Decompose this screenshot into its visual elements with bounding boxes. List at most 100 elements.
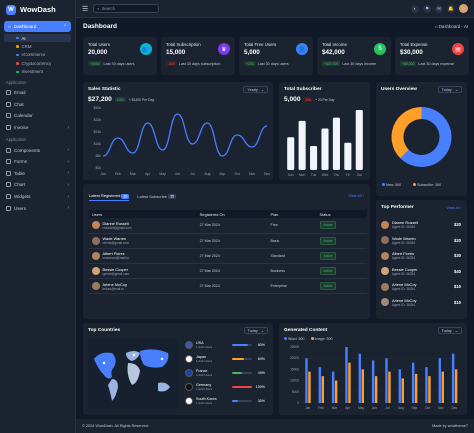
bar-word — [305, 358, 308, 403]
period-select[interactable]: Today ⌄ — [437, 327, 462, 334]
tab-latest-subscribe[interactable]: Latest Subscribe 35 — [137, 193, 176, 199]
x-tick-label: Apr — [145, 172, 151, 176]
latest-users-card: Latest Registered 35 Latest Subscribe 35… — [83, 184, 370, 319]
country-row[interactable]: USA 1,240 Users 80% — [185, 341, 265, 349]
copyright: © 2024 WowDash. All Rights Reserved. — [82, 424, 149, 428]
list-item[interactable]: Arlene McCoy Agent ID: 36254 $10 — [381, 298, 461, 307]
table-row[interactable]: Arlene McCoy fellora@mail.ru 27 Mar 2024 En… — [89, 278, 367, 295]
bar-image — [308, 371, 311, 403]
sidebar-item[interactable]: Table › — [0, 168, 75, 180]
country-row[interactable]: Japan 1,240 Users 60% — [185, 355, 265, 363]
chevron-right-icon: › — [67, 205, 69, 212]
kpi-footer: +5000 Last 30 days users — [88, 61, 134, 66]
sales-line — [102, 113, 268, 157]
sidebar-item[interactable]: Invoice › — [0, 122, 75, 134]
breadcrumb-text: Dashboard - AI — [438, 24, 468, 29]
list-item[interactable]: Dianne Russell Agent ID: 36254 $20 — [381, 220, 461, 229]
flag-icon — [185, 369, 193, 377]
sidebar-subitem[interactable]: CRM — [0, 42, 75, 50]
kpi-footer: +$20,000 Last 30 days income — [322, 61, 376, 66]
sidebar-subitem[interactable]: Investment — [0, 68, 75, 76]
bar — [287, 137, 295, 170]
flag-icon — [185, 383, 193, 391]
kpi-card: Total Income $42,000 $ +$20,000 Last 30 days… — [317, 37, 391, 75]
x-tick-label: Mar — [332, 406, 338, 410]
generated-content-card: Generated Content Today ⌄ Word: 500 Image… — [279, 323, 467, 415]
logo[interactable]: W WowDash — [0, 0, 75, 18]
table-row[interactable]: Albert Flores seannand@mail.ru 27 Mar 2024… — [89, 248, 367, 265]
sidebar-item-dashboard[interactable]: ⌂ Dashboard ⌃ — [4, 21, 71, 32]
subscriber-bar-chart: Sun Mon Tue Wed Thu Fri Sat — [287, 110, 363, 177]
chevron-up-icon: ⌃ — [63, 23, 67, 29]
status-badge: Active — [319, 236, 337, 245]
country-users: 1,240 Users — [196, 401, 213, 405]
breadcrumb[interactable]: ⌂ Dashboard - AI — [435, 24, 468, 29]
bar-word — [385, 358, 388, 403]
menu-item-icon — [6, 205, 11, 211]
sidebar-subitem[interactable]: Cryptocurrency — [0, 59, 75, 67]
menu-toggle-icon[interactable]: ☰ — [82, 5, 89, 13]
period-select[interactable]: Today ⌄ — [437, 86, 462, 93]
period-select[interactable]: Yearly ⌄ — [243, 86, 268, 93]
x-tick-label: Mar — [130, 172, 137, 176]
sidebar-item[interactable]: Chat — [0, 99, 75, 111]
country-row[interactable]: Germany 1,240 Users 100% — [185, 383, 265, 391]
sidebar-subitem-label: CRM — [21, 44, 32, 50]
home-icon: ⌂ — [8, 24, 11, 29]
total-subscriber-card: Total Subscriber 5,000 -20k + 20 Per Day… — [279, 82, 370, 180]
menu-item-icon — [6, 101, 11, 107]
sidebar-item[interactable]: Widgets › — [0, 191, 75, 203]
sidebar-subitem[interactable]: AI — [4, 34, 71, 43]
table-row[interactable]: Dianne Russell redaniel@gmail.com 27 Mar 2… — [89, 218, 367, 234]
view-all-link[interactable]: View All › — [348, 194, 364, 198]
list-item[interactable]: Albert Flores Agent ID: 36254 $30 — [381, 251, 461, 260]
avatar — [92, 251, 100, 260]
bullet-icon — [16, 36, 19, 40]
sidebar-item[interactable]: Calendar — [0, 110, 75, 122]
sidebar-item[interactable]: Forms › — [0, 156, 75, 168]
sidebar-item[interactable]: Components › — [0, 144, 75, 156]
country-percent: 49% — [257, 371, 265, 375]
message-icon[interactable]: ✉ — [435, 4, 443, 13]
kpi-title: Total Free Users — [244, 42, 277, 47]
kpi-note: Last 30 days subscription — [178, 61, 221, 66]
period-select[interactable]: Today ⌄ — [243, 327, 268, 334]
bullet-icon — [16, 70, 19, 73]
country-row[interactable]: South Korea 1,240 Users 30% — [185, 397, 265, 405]
sidebar-item[interactable]: Users › — [0, 202, 75, 214]
list-item[interactable]: Wade Warren Agent ID: 36254 $20 — [381, 236, 461, 245]
expense-icon: ▤ — [452, 43, 464, 55]
sidebar-item[interactable]: Chart › — [0, 179, 75, 191]
status-badge: Active — [319, 251, 337, 260]
table-row[interactable]: Bessie Cooper igerrin@gmail.com 27 Mar 202… — [89, 263, 367, 280]
kpi-change: +$5,000 — [400, 61, 417, 66]
search-input[interactable]: ⌕ Search — [93, 4, 160, 13]
chevron-right-icon: › — [67, 193, 69, 200]
made-by-link[interactable]: Made by wowtheme7 — [432, 424, 468, 428]
theme-toggle-icon[interactable]: ◐ — [411, 4, 419, 13]
x-tick-label: Dec — [264, 172, 270, 176]
list-item[interactable]: Arlene McCoy Agent ID: 36254 $10 — [381, 282, 461, 291]
sidebar-subitem-label: Cryptocurrency — [21, 60, 52, 66]
progress-bar — [232, 372, 252, 374]
notification-icon[interactable]: 🔔 — [447, 4, 455, 13]
x-tick-label: May — [358, 406, 364, 410]
sidebar-subitem[interactable]: eCommerce — [0, 51, 75, 59]
bar-word — [345, 347, 348, 403]
card-title: Users Overview — [381, 87, 418, 92]
view-all-link[interactable]: View All › — [446, 206, 462, 210]
avatar — [92, 267, 100, 276]
user-name: Dianne Russell — [102, 220, 129, 226]
chevron-down-icon: ⌄ — [260, 88, 264, 92]
x-tick-label: Jun — [372, 406, 377, 410]
user-name: Wade Warren — [102, 236, 127, 242]
sidebar-item[interactable]: Email — [0, 87, 75, 99]
country-row[interactable]: France 1,240 Users 49% — [185, 369, 265, 377]
tab-latest-registered[interactable]: Latest Registered 35 — [89, 193, 130, 201]
list-item[interactable]: Bessie Cooper Agent ID: 36254 $40 — [381, 267, 461, 276]
user-avatar[interactable] — [459, 4, 468, 13]
table-row[interactable]: Wade Warren xterris@gmail.com 27 Mar 2024 B… — [89, 233, 367, 249]
language-flag-icon[interactable]: ⚑ — [423, 4, 431, 13]
y-tick-label: $0k — [96, 166, 102, 170]
chevron-right-icon: › — [67, 158, 69, 165]
